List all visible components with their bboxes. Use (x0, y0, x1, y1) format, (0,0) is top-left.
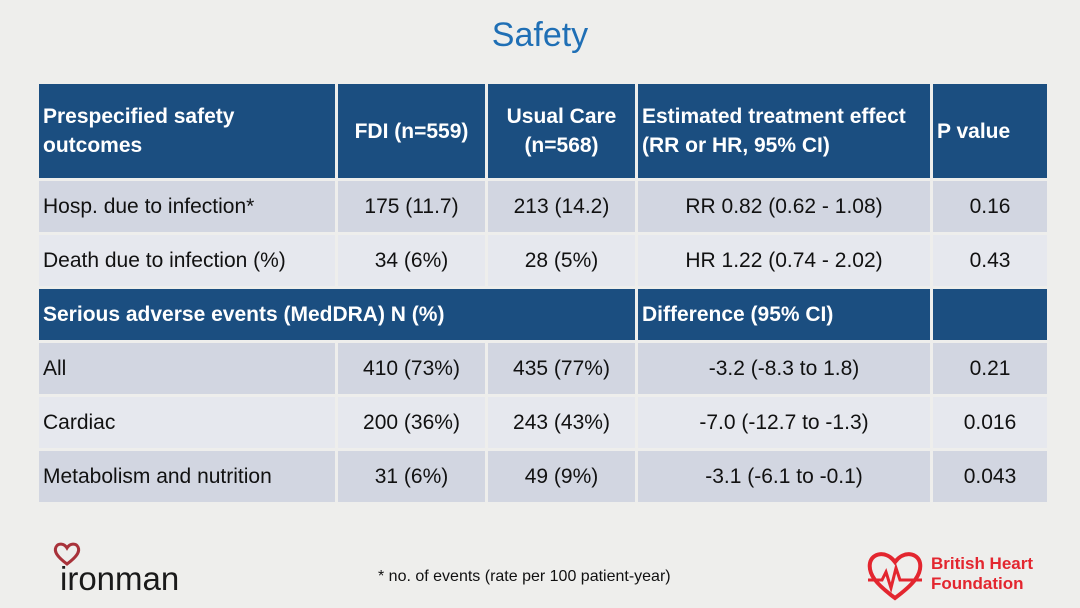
cell-fdi: 410 (73%) (338, 343, 485, 394)
cell-effect: HR 1.22 (0.74 - 2.02) (638, 235, 930, 286)
bhf-wordmark: British Heart Foundation (931, 554, 1034, 593)
table-row: Cardiac 200 (36%) 243 (43%) -7.0 (-12.7 … (39, 397, 1047, 448)
cell-effect: -3.1 (-6.1 to -0.1) (638, 451, 930, 502)
cell-p-value: 0.21 (933, 343, 1047, 394)
section-empty-cell (933, 289, 1047, 340)
footnote: * no. of events (rate per 100 patient-ye… (378, 568, 671, 585)
cell-outcome: Metabolism and nutrition (39, 451, 335, 502)
cell-outcome: Cardiac (39, 397, 335, 448)
cell-p-value: 0.16 (933, 181, 1047, 232)
table-header-row: Prespecified safety outcomes FDI (n=559)… (39, 84, 1047, 178)
header-treatment-effect: Estimated treatment effect (RR or HR, 95… (638, 84, 930, 178)
cell-fdi: 34 (6%) (338, 235, 485, 286)
section-header-row: Serious adverse events (MedDRA) N (%) Di… (39, 289, 1047, 340)
cell-p-value: 0.016 (933, 397, 1047, 448)
cell-effect: -7.0 (-12.7 to -1.3) (638, 397, 930, 448)
safety-table: Prespecified safety outcomes FDI (n=559)… (36, 81, 1050, 505)
table-row: Death due to infection (%) 34 (6%) 28 (5… (39, 235, 1047, 286)
cell-outcome: Death due to infection (%) (39, 235, 335, 286)
table-row: Metabolism and nutrition 31 (6%) 49 (9%)… (39, 451, 1047, 502)
table-row: All 410 (73%) 435 (77%) -3.2 (-8.3 to 1.… (39, 343, 1047, 394)
cell-usual-care: 213 (14.2) (488, 181, 635, 232)
cell-p-value: 0.43 (933, 235, 1047, 286)
cell-fdi: 200 (36%) (338, 397, 485, 448)
section-difference-label: Difference (95% CI) (638, 289, 930, 340)
cell-usual-care: 243 (43%) (488, 397, 635, 448)
cell-p-value: 0.043 (933, 451, 1047, 502)
cell-effect: RR 0.82 (0.62 - 1.08) (638, 181, 930, 232)
cell-usual-care: 435 (77%) (488, 343, 635, 394)
header-p-value: P value (933, 84, 1047, 178)
cell-usual-care: 49 (9%) (488, 451, 635, 502)
cell-fdi: 175 (11.7) (338, 181, 485, 232)
cell-fdi: 31 (6%) (338, 451, 485, 502)
slide-title: Safety (491, 16, 589, 54)
cell-outcome: Hosp. due to infection* (39, 181, 335, 232)
section-sae-label: Serious adverse events (MedDRA) N (%) (39, 289, 635, 340)
header-fdi: FDI (n=559) (338, 84, 485, 178)
cell-usual-care: 28 (5%) (488, 235, 635, 286)
cell-outcome: All (39, 343, 335, 394)
ironman-logo: ironman (52, 540, 212, 597)
ironman-wordmark: ironman (60, 560, 180, 597)
bhf-logo: British Heart Foundation (864, 546, 1044, 602)
table-row: Hosp. due to infection* 175 (11.7) 213 (… (39, 181, 1047, 232)
header-outcomes: Prespecified safety outcomes (39, 84, 335, 178)
heart-icon (53, 542, 81, 566)
cell-effect: -3.2 (-8.3 to 1.8) (638, 343, 930, 394)
bhf-heart-icon (867, 552, 923, 601)
header-usual-care: Usual Care (n=568) (488, 84, 635, 178)
